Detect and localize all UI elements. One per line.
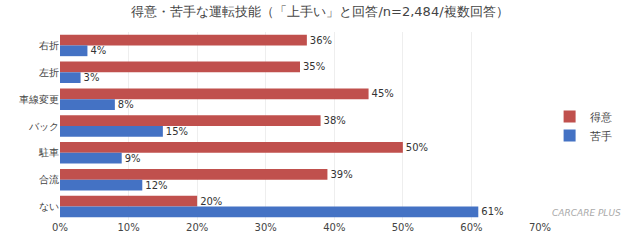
- svg-text:得意: 得意: [590, 111, 612, 124]
- svg-text:70%: 70%: [529, 222, 551, 233]
- svg-text:60%: 60%: [460, 222, 482, 233]
- svg-text:30%: 30%: [255, 222, 277, 233]
- svg-text:15%: 15%: [166, 126, 188, 137]
- svg-text:車線変更: 車線変更: [19, 94, 59, 105]
- svg-text:20%: 20%: [200, 196, 222, 207]
- svg-text:35%: 35%: [303, 61, 325, 72]
- svg-text:バック: バック: [28, 121, 59, 132]
- svg-text:20%: 20%: [186, 222, 208, 233]
- svg-text:3%: 3%: [84, 72, 100, 83]
- svg-text:10%: 10%: [117, 222, 139, 233]
- svg-text:12%: 12%: [145, 180, 167, 191]
- svg-text:50%: 50%: [406, 142, 428, 153]
- svg-text:得意・苦手な運転技能（「上手い」と回答/n=2,484/複数: 得意・苦手な運転技能（「上手い」と回答/n=2,484/複数回答）: [131, 4, 508, 19]
- svg-text:左折: 左折: [39, 67, 59, 78]
- svg-text:8%: 8%: [118, 99, 134, 110]
- svg-text:4%: 4%: [90, 45, 106, 56]
- svg-text:40%: 40%: [323, 222, 345, 233]
- svg-text:CARCARE PLUS: CARCARE PLUS: [552, 208, 621, 218]
- svg-text:駐車: 駐車: [38, 147, 59, 158]
- svg-text:38%: 38%: [324, 115, 346, 126]
- svg-text:右折: 右折: [39, 40, 59, 51]
- svg-text:45%: 45%: [372, 88, 394, 99]
- svg-text:合流: 合流: [39, 174, 59, 185]
- svg-text:0%: 0%: [52, 222, 68, 233]
- svg-text:36%: 36%: [310, 35, 332, 46]
- svg-text:ない: ない: [39, 201, 59, 212]
- svg-text:苦手: 苦手: [590, 130, 612, 143]
- svg-text:39%: 39%: [330, 169, 352, 180]
- svg-text:61%: 61%: [481, 206, 503, 217]
- svg-text:9%: 9%: [125, 153, 141, 164]
- svg-text:50%: 50%: [392, 222, 414, 233]
